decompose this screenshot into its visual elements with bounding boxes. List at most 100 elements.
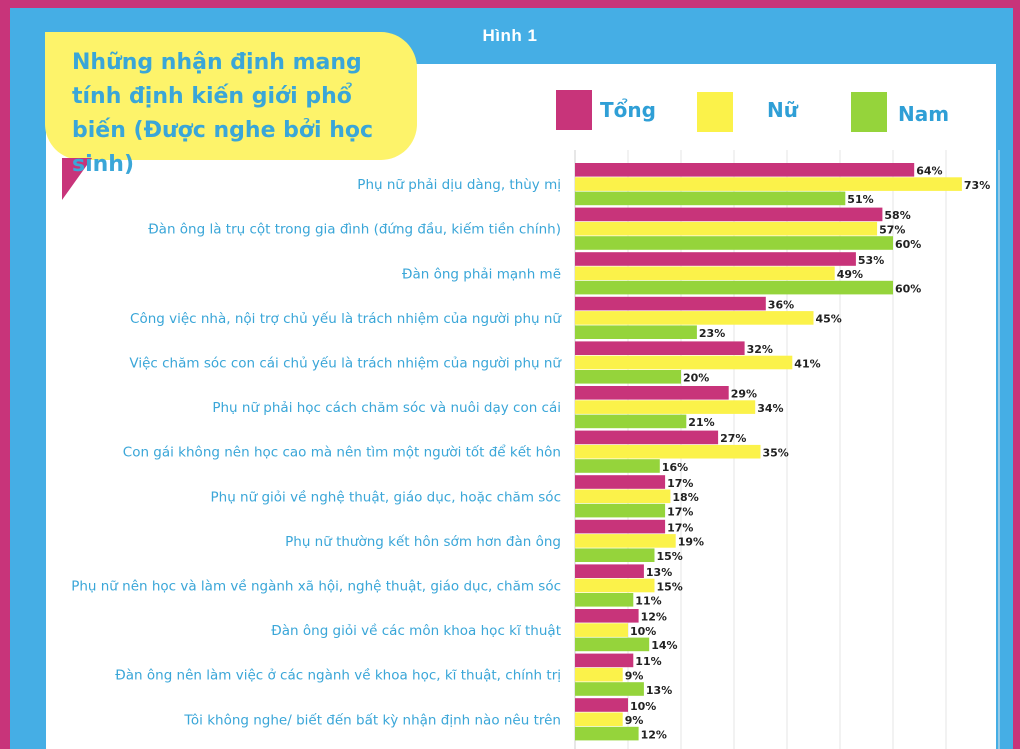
data-label: 10% [630,625,656,638]
data-label: 45% [816,313,842,326]
bar-tong [575,698,628,712]
bar-nam [575,459,660,473]
bar-tong [575,252,856,266]
data-label: 27% [720,432,746,445]
bar-tong [575,207,883,222]
data-label: 9% [625,670,644,683]
data-label: 9% [625,714,644,727]
bar-nam [575,503,666,518]
figure-label: Hình 1 [482,26,538,45]
legend-label-nam: Nam [898,102,950,126]
title-bubble [45,32,417,160]
category-label: Phụ nữ nên học và làm về ngành xã hội, n… [71,578,561,595]
bar-tong [575,430,719,445]
data-label: 41% [794,357,820,370]
legend-swatch-nam [851,92,887,132]
bar-nam [575,637,650,652]
bar-nam [575,726,639,741]
data-label: 13% [646,684,672,697]
bar-tong [575,341,745,355]
bar-nam [575,325,697,339]
bar-tong [575,519,666,534]
category-label: Đàn ông giỏi về các môn khoa học kĩ thuậ… [271,622,561,639]
bar-tong [575,609,639,623]
category-label: Đàn ông phải mạnh mẽ [402,266,561,282]
data-label: 17% [667,477,693,490]
bar-nam [575,593,634,607]
bar-nu [575,712,623,727]
category-label: Phụ nữ giỏi về nghệ thuật, giáo dục, hoặ… [211,488,561,505]
category-label: Công việc nhà, nội trợ chủ yếu là trách … [130,310,562,327]
data-label: 64% [916,165,942,178]
data-label: 11% [635,655,661,668]
data-label: 12% [641,611,667,624]
data-label: 10% [630,700,656,713]
data-label: 15% [657,550,683,563]
data-label: 36% [768,298,794,311]
data-label: 58% [884,209,910,222]
data-label: 60% [895,282,921,295]
data-label: 29% [731,388,757,401]
bar-tong [575,653,634,668]
legend-swatch-tong [556,90,592,130]
data-label: 16% [662,461,688,474]
data-label: 73% [964,179,990,192]
bar-nam [575,236,893,250]
bar-nam [575,191,846,206]
bar-nam [575,682,644,696]
data-label: 34% [757,402,783,415]
category-label: Phụ nữ thường kết hôn sớm hơn đàn ông [285,533,561,550]
bar-nu [575,489,671,504]
category-label: Con gái không nên học cao mà nên tìm một… [123,444,561,461]
data-label: 20% [683,372,709,385]
bar-tong [575,296,766,311]
bar-tong [575,163,915,177]
category-label: Tôi không nghe/ biết đến bất kỳ nhận địn… [183,711,561,728]
category-label: Việc chăm sóc con cái chủ yếu là trách n… [129,355,562,372]
data-label: 51% [847,193,873,206]
bar-tong [575,475,666,489]
data-label: 14% [651,639,677,652]
data-label: 60% [895,238,921,251]
bar-nu [575,444,761,459]
bar-nu [575,266,835,281]
data-label: 17% [667,521,693,534]
data-label: 23% [699,327,725,340]
bar-nam [575,548,655,562]
data-label: 12% [641,728,667,741]
category-label: Phụ nữ phải dịu dàng, thùy mị [357,177,561,193]
bar-nu [575,534,676,548]
bar-nu [575,667,623,682]
legend-label-tong: Tổng [600,98,656,122]
data-label: 11% [635,595,661,608]
bar-nam [575,414,687,429]
data-label: 13% [646,566,672,579]
data-label: 53% [858,254,884,267]
bar-nu [575,623,628,637]
bar-tong [575,386,729,400]
chart-title: Những nhận định mang tính định kiến giới… [72,50,374,177]
category-label: Đàn ông là trụ cột trong gia đình (đứng … [148,221,561,238]
bar-nu [575,355,793,370]
bar-nu [575,311,814,325]
data-label: 18% [672,491,698,504]
title-bubble-tail [62,158,92,200]
legend-label-nu: Nữ [767,98,798,122]
category-label: Đàn ông nên làm việc ở các ngành về khoa… [115,667,561,684]
category-label: Phụ nữ phải học cách chăm sóc và nuôi dạ… [212,400,561,416]
bar-nu [575,400,756,414]
data-label: 35% [763,447,789,460]
bar-tong [575,564,644,578]
data-label: 57% [879,224,905,237]
data-label: 15% [657,580,683,593]
legend-swatch-nu [697,92,733,132]
data-label: 21% [688,416,714,429]
bar-nam [575,280,893,295]
data-label: 17% [667,505,693,518]
bar-nu [575,221,878,236]
data-label: 49% [837,268,863,281]
data-label: 32% [747,343,773,356]
bar-nam [575,370,681,384]
